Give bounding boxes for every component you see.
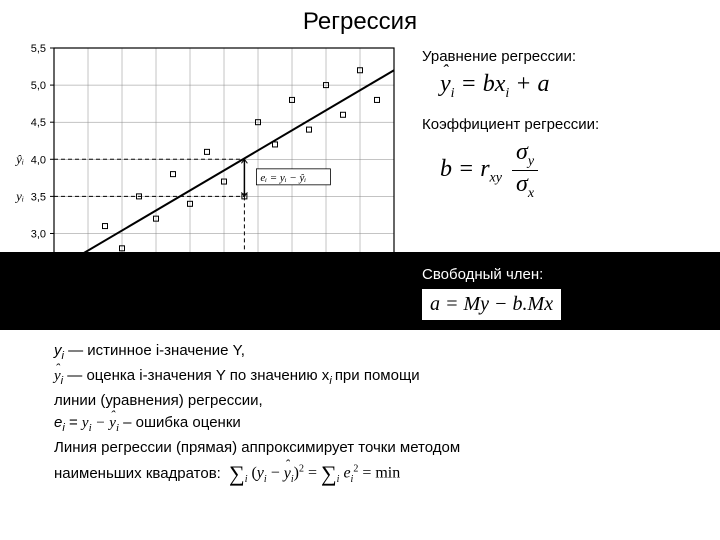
svg-text:ŷᵢ: ŷᵢ bbox=[14, 151, 24, 166]
svg-text:3,5: 3,5 bbox=[31, 191, 46, 203]
coefficient-label: Коэффициент регрессии: bbox=[422, 116, 720, 133]
intercept-formula: a = My − b.Mx bbox=[422, 289, 561, 320]
svg-text:eᵢ = yᵢ − ŷᵢ: eᵢ = yᵢ − ŷᵢ bbox=[260, 172, 306, 184]
svg-text:yᵢ: yᵢ bbox=[14, 188, 24, 203]
def-line-3: линии (уравнения) регрессии, bbox=[54, 390, 674, 412]
svg-text:5,0: 5,0 bbox=[31, 80, 46, 92]
svg-text:3,0: 3,0 bbox=[31, 228, 46, 240]
def-line-5: Линия регрессии (прямая) аппроксимирует … bbox=[54, 437, 674, 459]
equation-label: Уравнение регрессии: bbox=[422, 48, 720, 65]
def-line-4: ei = yi − yi – ошибка оценки bbox=[54, 412, 674, 437]
coefficient-formula: b = rxy σy σx bbox=[440, 139, 720, 202]
svg-text:5,5: 5,5 bbox=[31, 43, 46, 55]
black-band: Свободный член: a = My − b.Mx bbox=[0, 252, 720, 330]
def-line-2: yi — оценка i-значения Y по значению xi … bbox=[54, 365, 674, 390]
def-line-6: наименьших квадратов: ∑i (yi − yi)2 = ∑i… bbox=[54, 458, 674, 490]
min-formula: ∑i (yi − yi)2 = ∑i ei2 = min bbox=[229, 458, 400, 490]
intercept-label: Свободный член: bbox=[422, 266, 710, 283]
def-line-1: yi — истинное i-значение Y, bbox=[54, 340, 674, 365]
svg-text:4,5: 4,5 bbox=[31, 117, 46, 129]
svg-text:4,0: 4,0 bbox=[31, 154, 46, 166]
equation-formula: yi = bxi + a bbox=[440, 71, 720, 102]
definitions-block: yi — истинное i-значение Y, yi — оценка … bbox=[54, 340, 674, 490]
page-title: Регрессия bbox=[0, 0, 720, 40]
